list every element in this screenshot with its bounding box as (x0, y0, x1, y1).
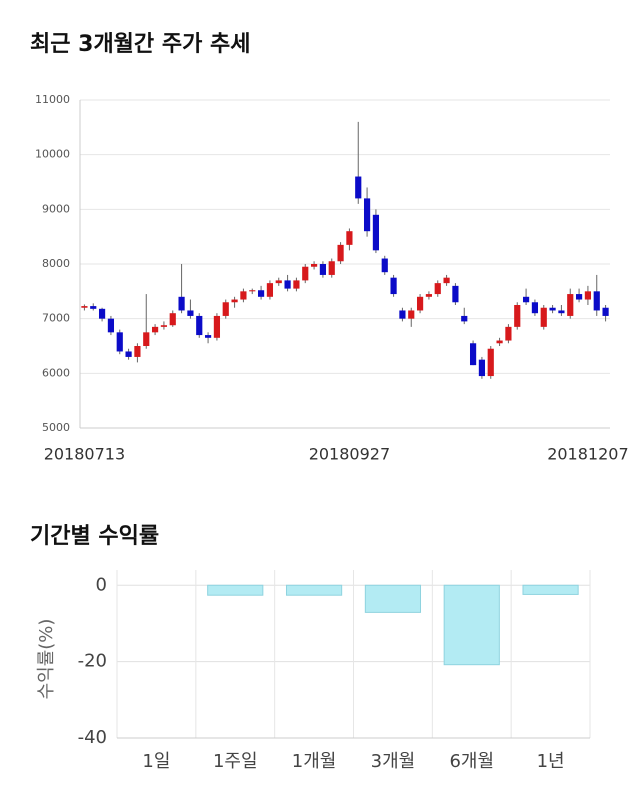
chart-title: 최근 3개월간 주가 추세 (30, 32, 250, 57)
y-tick-label: 7000 (42, 312, 70, 325)
candle-body (134, 346, 141, 357)
candle-body (98, 308, 106, 319)
candle-body (90, 306, 97, 309)
candle-body (584, 291, 592, 300)
candle-body (575, 294, 583, 300)
y-tick-label: 6000 (42, 366, 70, 379)
candle-body (116, 332, 123, 352)
candle-body (319, 264, 327, 275)
candle-body (178, 296, 185, 311)
candle-body (372, 214, 380, 251)
bar (364, 584, 422, 613)
candle-body (434, 283, 441, 295)
candle-body (346, 231, 353, 245)
y-tick-label: 11000 (35, 93, 70, 106)
y-axis-label: 수익률(%) (36, 619, 57, 700)
candle-body (187, 310, 194, 316)
candle-body (390, 277, 397, 295)
y-tick-label: -20 (78, 651, 107, 672)
candle-body (275, 280, 282, 284)
candle-body (522, 296, 530, 303)
candle-body (408, 310, 415, 319)
candle-body (399, 310, 406, 319)
candle-body (213, 315, 221, 338)
x-tick-label: 1년 (537, 751, 565, 772)
return-chart: 기간별 수익률 0 -20 -40 수익률(%) 1일 1주일 1개월 3개월 6개월 1년 (30, 524, 591, 772)
candle-body (452, 285, 459, 303)
candle-body (81, 306, 88, 308)
y-tick-label: 5000 (42, 421, 70, 434)
candle-body (249, 290, 256, 292)
x-tick-label: 3개월 (371, 751, 416, 772)
candle-body (293, 280, 300, 289)
candle-body (169, 313, 176, 326)
y-tick-label: -40 (78, 727, 107, 748)
x-tick-label: 6개월 (449, 751, 494, 772)
y-tick-label: 9000 (42, 202, 70, 215)
bar (522, 584, 579, 595)
candle-body (531, 302, 539, 314)
candle-body (151, 326, 159, 333)
candle-body (549, 307, 556, 311)
candle-body (107, 318, 115, 333)
x-tick-label: 20180927 (309, 445, 390, 464)
candle-body (540, 307, 547, 327)
candle-body (222, 302, 229, 316)
candle-body (196, 315, 203, 336)
x-tick-label: 1일 (142, 751, 170, 772)
candle-body (469, 343, 477, 366)
candle-body (337, 244, 344, 262)
x-tick-label: 1개월 (292, 751, 337, 772)
candle-body (204, 335, 212, 338)
price-chart: 최근 3개월간 주가 추세 5000 6000 7000 8000 9000 10000 1… (30, 32, 629, 464)
candle-body (328, 261, 335, 275)
candle-body (310, 264, 318, 267)
candle-body (284, 280, 291, 289)
candle-body (266, 283, 274, 297)
bar (207, 584, 264, 596)
candle-body (558, 310, 565, 314)
y-tick-label: 0 (96, 574, 107, 595)
x-tick-label: 1주일 (213, 751, 258, 772)
x-tick-label: 20180713 (44, 445, 125, 464)
bar (285, 584, 343, 596)
candle-body (505, 326, 512, 341)
candle-body (302, 266, 309, 281)
chart-title: 기간별 수익률 (30, 524, 159, 549)
candle-body (363, 198, 371, 232)
candle-body (381, 258, 388, 273)
candle-body (602, 307, 609, 316)
candle-body (567, 294, 574, 316)
candle-body (240, 291, 247, 300)
candle-body (478, 359, 486, 377)
candle-body (143, 332, 150, 346)
candle-body (257, 290, 265, 297)
candle-body (231, 299, 238, 303)
y-tick-label: 10000 (35, 148, 70, 161)
x-tick-label: 20181207 (547, 445, 628, 464)
candle-body (461, 315, 468, 322)
candle-body (496, 340, 503, 344)
candle-body (514, 305, 521, 327)
candle-body (443, 277, 450, 284)
candle-body (125, 351, 132, 357)
candle-body (593, 291, 600, 311)
candle-body (416, 296, 424, 311)
bar (443, 584, 500, 666)
y-tick-label: 8000 (42, 257, 70, 270)
candle-body (425, 294, 433, 297)
candle-body (487, 348, 494, 377)
candle-body (160, 325, 168, 327)
candle-body (355, 176, 362, 199)
